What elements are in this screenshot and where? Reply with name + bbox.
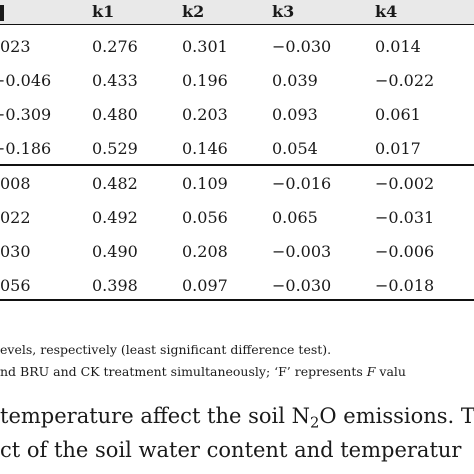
table-cell-k4: −0.002 bbox=[375, 174, 435, 193]
table-cell-k2: 0.196 bbox=[182, 71, 228, 90]
table-cell-k4: −0.006 bbox=[375, 242, 435, 261]
table-cell-first: 023 bbox=[0, 37, 31, 56]
table-row: −0.046 0.433 0.196 0.039 −0.022 bbox=[0, 69, 474, 93]
table-cell-k3: −0.030 bbox=[272, 276, 332, 295]
table-cell-k2: 0.146 bbox=[182, 139, 228, 158]
table-row: 008 0.482 0.109 −0.016 −0.002 bbox=[0, 172, 474, 196]
footnote-text: valu bbox=[375, 364, 406, 379]
table-cell-k3: −0.016 bbox=[272, 174, 332, 193]
body-text-line: ct of the soil water content and tempera… bbox=[0, 438, 462, 462]
table-cell-k4: −0.022 bbox=[375, 71, 435, 90]
table-cell-k1: 0.398 bbox=[92, 276, 138, 295]
table-footnote: evels, respectively (least significant d… bbox=[0, 342, 332, 357]
table-cell-k1: 0.492 bbox=[92, 208, 138, 227]
table-cell-first: 008 bbox=[0, 174, 31, 193]
group-divider-rule bbox=[0, 164, 474, 166]
table-cell-k4: 0.061 bbox=[375, 105, 421, 124]
table-cell-k2: 0.301 bbox=[182, 37, 228, 56]
table-cell-k2: 0.203 bbox=[182, 105, 228, 124]
column-header-first-partial bbox=[0, 3, 4, 21]
table-cell-k4: −0.031 bbox=[375, 208, 435, 227]
table-cell-first: −0.046 bbox=[0, 71, 52, 90]
table-cell-k3: 0.054 bbox=[272, 139, 318, 158]
table-cell-k3: 0.065 bbox=[272, 208, 318, 227]
table-row: 030 0.490 0.208 −0.003 −0.006 bbox=[0, 240, 474, 264]
table-row: 022 0.492 0.056 0.065 −0.031 bbox=[0, 206, 474, 230]
table-cell-first: 022 bbox=[0, 208, 31, 227]
table-header-row bbox=[0, 0, 474, 24]
table-cell-k2: 0.097 bbox=[182, 276, 228, 295]
table-cell-k1: 0.276 bbox=[92, 37, 138, 56]
table-cell-k2: 0.208 bbox=[182, 242, 228, 261]
table-bottom-rule bbox=[0, 299, 474, 301]
footnote-text: nd BRU and CK treatment simultaneously; … bbox=[0, 364, 367, 379]
table-cell-k1: 0.490 bbox=[92, 242, 138, 261]
table-cell-k2: 0.056 bbox=[182, 208, 228, 227]
table-row: −0.186 0.529 0.146 0.054 0.017 bbox=[0, 137, 474, 161]
table-cell-first: 030 bbox=[0, 242, 31, 261]
subscript: 2 bbox=[310, 414, 320, 432]
body-text: O emissions. T bbox=[319, 404, 474, 428]
table-cell-k1: 0.433 bbox=[92, 71, 138, 90]
body-text-line: temperature affect the soil N2O emission… bbox=[0, 403, 474, 432]
table-cell-k2: 0.109 bbox=[182, 174, 228, 193]
body-text: temperature affect the soil N bbox=[0, 404, 311, 428]
table-row: 056 0.398 0.097 −0.030 −0.018 bbox=[0, 274, 474, 298]
table-cell-k1: 0.529 bbox=[92, 139, 138, 158]
table-cell-k4: 0.017 bbox=[375, 139, 421, 158]
column-header-k4: k4 bbox=[375, 2, 398, 21]
table-cell-k4: −0.018 bbox=[375, 276, 435, 295]
table-cell-k4: 0.014 bbox=[375, 37, 421, 56]
table-cell-k3: −0.003 bbox=[272, 242, 332, 261]
header-rule bbox=[0, 24, 474, 25]
table-cell-first: −0.309 bbox=[0, 105, 52, 124]
table-cell-k1: 0.482 bbox=[92, 174, 138, 193]
footnote-italic-symbol: F bbox=[366, 364, 376, 379]
table-row: −0.309 0.480 0.203 0.093 0.061 bbox=[0, 103, 474, 127]
table-footnote: nd BRU and CK treatment simultaneously; … bbox=[0, 364, 406, 380]
table-cell-first: 056 bbox=[0, 276, 31, 295]
table-cell-k3: 0.039 bbox=[272, 71, 318, 90]
table-cell-k1: 0.480 bbox=[92, 105, 138, 124]
table-cell-k3: −0.030 bbox=[272, 37, 332, 56]
table-cell-k3: 0.093 bbox=[272, 105, 318, 124]
column-header-k3: k3 bbox=[272, 2, 295, 21]
table-cell-first: −0.186 bbox=[0, 139, 52, 158]
column-header-k1: k1 bbox=[92, 2, 115, 21]
column-header-k2: k2 bbox=[182, 2, 205, 21]
table-row: 023 0.276 0.301 −0.030 0.014 bbox=[0, 35, 474, 59]
